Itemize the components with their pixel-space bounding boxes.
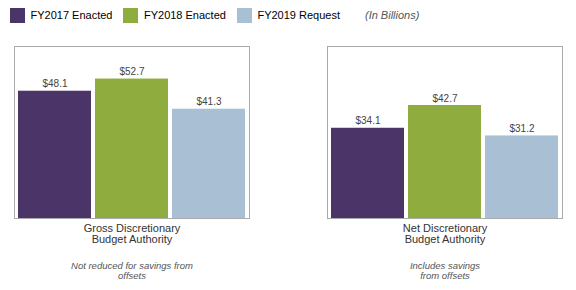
svg-text:Gross DiscretionaryBudget Auth: Gross DiscretionaryBudget Authority xyxy=(84,222,181,245)
html-text:(In Billions): (In Billions) xyxy=(365,9,420,21)
html-text:FY2019 Request: FY2019 Request xyxy=(257,9,340,21)
svg-text:Net DiscretionaryBudget Author: Net DiscretionaryBudget Authority xyxy=(403,222,488,245)
svg-text:Not reduced for savings fromof: Not reduced for savings fromoffsets xyxy=(71,260,193,281)
svg-text:$34.1: $34.1 xyxy=(355,115,380,126)
svg-text:$41.3: $41.3 xyxy=(196,96,221,107)
svg-text:$31.2: $31.2 xyxy=(509,123,534,134)
svg-text:$42.7: $42.7 xyxy=(432,93,457,104)
svg-text:$48.1: $48.1 xyxy=(42,78,67,89)
html-text:FY2017 Enacted: FY2017 Enacted xyxy=(30,9,113,21)
html-text:FY2018 Enacted: FY2018 Enacted xyxy=(144,9,226,21)
svg-text:$52.7: $52.7 xyxy=(119,66,144,77)
svg-text:Includes savingsfrom offsets: Includes savingsfrom offsets xyxy=(410,260,480,281)
